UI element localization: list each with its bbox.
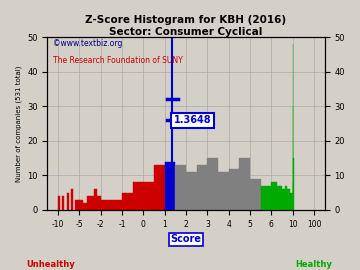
Bar <box>86 196 90 210</box>
Bar <box>77 200 80 210</box>
Title: Z-Score Histogram for KBH (2016)
Sector: Consumer Cyclical: Z-Score Histogram for KBH (2016) Sector:… <box>85 15 287 37</box>
Bar <box>37 196 48 210</box>
Bar <box>90 196 94 210</box>
Bar <box>282 189 285 210</box>
Bar <box>277 186 279 210</box>
Bar <box>101 200 111 210</box>
Bar <box>197 165 207 210</box>
Bar <box>287 189 290 210</box>
Bar <box>133 182 143 210</box>
Bar <box>218 172 229 210</box>
Bar <box>285 186 287 210</box>
Bar <box>186 172 197 210</box>
Text: Unhealthy: Unhealthy <box>26 260 75 269</box>
Bar <box>75 200 77 210</box>
Bar <box>143 182 154 210</box>
Bar <box>58 196 60 210</box>
Bar <box>62 196 64 210</box>
Bar <box>261 186 271 210</box>
Bar <box>229 168 239 210</box>
X-axis label: Score: Score <box>171 234 202 244</box>
Bar <box>71 189 73 210</box>
Text: 1.3648: 1.3648 <box>174 115 211 125</box>
Bar <box>67 193 69 210</box>
Bar <box>122 193 133 210</box>
Bar <box>154 165 165 210</box>
Bar <box>239 158 250 210</box>
Text: ©www.textbiz.org: ©www.textbiz.org <box>53 39 122 48</box>
Bar <box>290 193 293 210</box>
Bar <box>279 186 282 210</box>
Bar <box>94 189 97 210</box>
Bar <box>80 200 83 210</box>
Bar <box>111 200 122 210</box>
Bar <box>175 165 186 210</box>
Bar <box>250 179 261 210</box>
Bar <box>97 196 101 210</box>
Bar <box>165 162 175 210</box>
Bar <box>207 158 218 210</box>
Text: Healthy: Healthy <box>295 260 332 269</box>
Text: The Research Foundation of SUNY: The Research Foundation of SUNY <box>53 56 183 65</box>
Bar <box>271 182 274 210</box>
Bar <box>83 203 86 210</box>
Y-axis label: Number of companies (531 total): Number of companies (531 total) <box>15 65 22 182</box>
Bar <box>274 182 277 210</box>
